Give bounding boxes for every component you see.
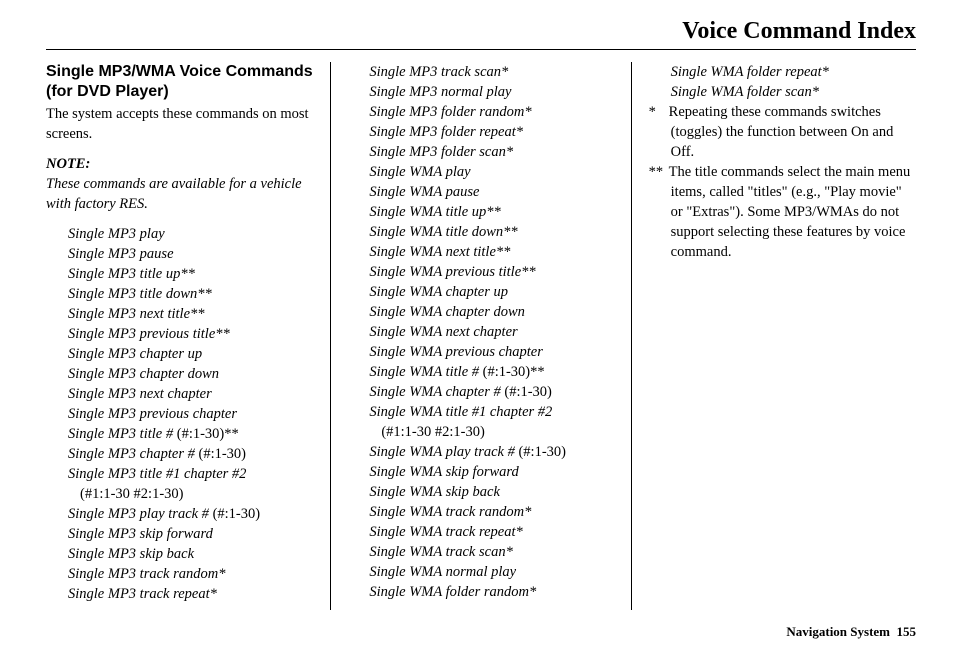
command-item: Single MP3 play (58, 224, 313, 244)
command-item: Single WMA play track # (#:1-30) (359, 442, 614, 462)
command-paren: (#:1-30)** (177, 426, 239, 442)
command-paren: (#:1-30) (198, 446, 246, 462)
command-item: Single MP3 next title** (58, 304, 313, 324)
command-item: Single WMA normal play (359, 562, 614, 582)
command-item: Single MP3 folder repeat* (359, 122, 614, 142)
command-item: Single WMA title # (#:1-30)** (359, 362, 614, 382)
command-item: Single MP3 skip back (58, 544, 313, 564)
command-item: Single WMA chapter # (#:1-30) (359, 382, 614, 402)
page-footer: Navigation System 155 (786, 624, 916, 640)
command-item: Single MP3 title down** (58, 284, 313, 304)
manual-page: Voice Command Index Single MP3/WMA Voice… (0, 0, 954, 652)
command-paren: (#1:1-30 #2:1-30) (80, 486, 184, 502)
command-paren: (#:1-30) (518, 444, 566, 460)
horizontal-rule (46, 49, 916, 50)
command-item: Single WMA track random* (359, 502, 614, 522)
command-item: Single MP3 title up** (58, 264, 313, 284)
command-item: Single WMA track scan* (359, 542, 614, 562)
footer-page-number: 155 (897, 624, 917, 639)
command-item: Single MP3 pause (58, 244, 313, 264)
command-item: Single WMA previous title** (359, 262, 614, 282)
command-paren: (#:1-30) (213, 506, 261, 522)
command-item: Single WMA title #1 chapter #2 (#1:1-30 … (359, 402, 614, 442)
section-heading: Single MP3/WMA Voice Commands (for DVD P… (46, 62, 313, 102)
command-item: Single WMA track repeat* (359, 522, 614, 542)
content-columns: Single MP3/WMA Voice Commands (for DVD P… (46, 62, 916, 610)
note-body: These commands are available for a vehic… (46, 174, 313, 214)
footnote-marker: * (649, 102, 669, 122)
command-paren: (#1:1-30 #2:1-30) (381, 424, 485, 440)
command-item: Single MP3 track random* (58, 564, 313, 584)
footnote-item: *Repeating these commands switches (togg… (649, 102, 916, 162)
intro-paragraph: The system accepts these commands on mos… (46, 104, 313, 144)
note-label: NOTE: (46, 154, 313, 174)
command-item: Single MP3 track repeat* (58, 584, 313, 604)
command-item: Single WMA skip back (359, 482, 614, 502)
command-item: Single MP3 title # (#:1-30)** (58, 424, 313, 444)
command-item: Single WMA chapter down (359, 302, 614, 322)
command-item: Single WMA folder random* (359, 582, 614, 602)
command-item: Single MP3 chapter # (#:1-30) (58, 444, 313, 464)
command-item: Single WMA next title** (359, 242, 614, 262)
command-item: Single WMA folder scan* (661, 82, 916, 102)
command-paren: (#:1-30)** (483, 364, 545, 380)
footnote-list: *Repeating these commands switches (togg… (649, 102, 916, 262)
command-item: Single MP3 chapter up (58, 344, 313, 364)
command-item: Single WMA skip forward (359, 462, 614, 482)
command-paren: (#:1-30) (504, 384, 552, 400)
command-item: Single WMA next chapter (359, 322, 614, 342)
command-item: Single MP3 previous chapter (58, 404, 313, 424)
command-item: Single MP3 normal play (359, 82, 614, 102)
footer-label: Navigation System (786, 624, 890, 639)
command-item: Single WMA play (359, 162, 614, 182)
command-item: Single MP3 track scan* (359, 62, 614, 82)
page-title: Voice Command Index (46, 18, 916, 49)
command-item: Single MP3 next chapter (58, 384, 313, 404)
footnote-marker: ** (649, 162, 669, 182)
command-item: Single WMA folder repeat* (661, 62, 916, 82)
command-item: Single MP3 play track # (#:1-30) (58, 504, 313, 524)
command-item: Single WMA previous chapter (359, 342, 614, 362)
command-item: Single MP3 skip forward (58, 524, 313, 544)
command-item: Single MP3 previous title** (58, 324, 313, 344)
command-item: Single WMA chapter up (359, 282, 614, 302)
command-item: Single MP3 folder scan* (359, 142, 614, 162)
command-item: Single WMA title down** (359, 222, 614, 242)
command-item: Single MP3 chapter down (58, 364, 313, 384)
footnote-item: **The title commands select the main men… (649, 162, 916, 262)
command-item: Single WMA title up** (359, 202, 614, 222)
command-item: Single WMA pause (359, 182, 614, 202)
command-item: Single MP3 folder random* (359, 102, 614, 122)
command-item: Single MP3 title #1 chapter #2 (#1:1-30 … (58, 464, 313, 504)
